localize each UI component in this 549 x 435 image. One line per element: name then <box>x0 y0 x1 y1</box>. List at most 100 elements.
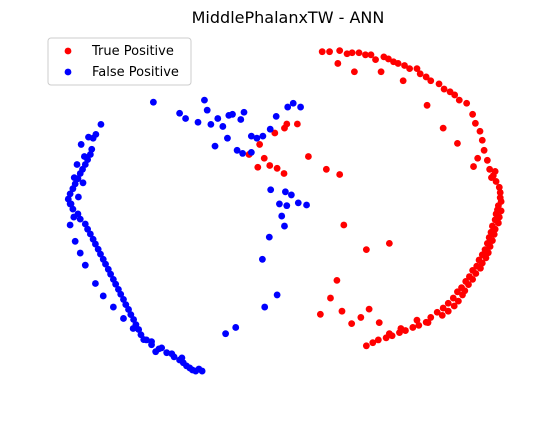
false-positive-point-88 <box>70 214 77 221</box>
true-positive-point-66 <box>465 281 472 288</box>
false-positive-point-113 <box>282 188 289 195</box>
false-positive-point-82 <box>71 174 78 181</box>
false-positive-point-1 <box>176 110 183 117</box>
true-positive-point-121 <box>454 140 461 147</box>
false-positive-point-0 <box>150 99 157 106</box>
true-positive-point-120 <box>474 155 481 162</box>
true-positive-point-127 <box>334 60 341 67</box>
true-positive-point-0 <box>319 48 326 55</box>
true-positive-point-114 <box>274 165 281 172</box>
true-positive-point-110 <box>294 121 301 128</box>
false-positive-point-103 <box>261 304 268 311</box>
true-positive-point-111 <box>256 141 263 148</box>
true-positive-point-123 <box>424 102 431 109</box>
true-positive-point-109 <box>283 121 290 128</box>
false-positive-point-92 <box>82 262 89 269</box>
false-positive-point-89 <box>67 222 74 229</box>
true-positive-point-106 <box>254 164 261 171</box>
true-positive-point-95 <box>366 306 373 313</box>
true-positive-point-93 <box>348 320 355 327</box>
false-positive-point-118 <box>224 135 231 142</box>
true-positive-point-128 <box>492 168 499 175</box>
true-positive-point-96 <box>376 319 383 326</box>
true-positive-point-8 <box>372 56 379 63</box>
false-positive-point-108 <box>278 213 285 220</box>
false-positive-point-115 <box>248 149 255 156</box>
true-positive-point-101 <box>334 277 341 284</box>
false-positive-point-7 <box>214 115 221 122</box>
true-positive-point-116 <box>305 153 312 160</box>
true-positive-point-97 <box>386 330 393 337</box>
false-positive-point-12 <box>241 109 248 116</box>
false-positive-point-78 <box>158 344 165 351</box>
false-positive-point-80 <box>80 179 87 186</box>
true-positive-point-98 <box>397 325 404 332</box>
true-positive-point-26 <box>472 120 479 127</box>
true-positive-point-94 <box>357 314 364 321</box>
true-positive-point-89 <box>363 342 370 349</box>
true-positive-point-73 <box>445 300 452 307</box>
false-positive-point-97 <box>130 325 137 332</box>
true-positive-point-24 <box>463 100 470 107</box>
false-positive-point-83 <box>68 201 75 208</box>
true-positive-point-102 <box>340 222 347 229</box>
false-positive-point-93 <box>92 280 99 287</box>
true-positive-point-118 <box>336 171 343 178</box>
false-positive-point-87 <box>85 134 92 141</box>
false-positive-point-94 <box>100 293 107 300</box>
true-positive-point-74 <box>451 303 458 310</box>
true-positive-point-30 <box>484 157 491 164</box>
false-positive-point-102 <box>274 292 281 299</box>
true-positive-point-70 <box>459 292 466 299</box>
false-positive-point-19 <box>290 100 297 107</box>
true-positive-point-19 <box>436 80 443 87</box>
true-positive-point-2 <box>336 47 343 54</box>
true-positive-point-14 <box>406 65 413 72</box>
true-positive-point-1 <box>326 48 333 55</box>
true-positive-point-5 <box>356 49 363 56</box>
false-positive-point-81 <box>75 194 82 201</box>
true-positive-point-23 <box>456 97 463 104</box>
false-positive-point-17 <box>273 113 280 120</box>
false-positive-point-8 <box>219 123 226 130</box>
false-positive-point-85 <box>81 153 88 160</box>
true-positive-point-113 <box>266 162 273 169</box>
false-positive-point-105 <box>232 324 239 331</box>
false-positive-point-114 <box>267 186 274 193</box>
legend-label-false-positive: False Positive <box>92 65 179 80</box>
true-positive-point-112 <box>261 155 268 162</box>
false-positive-point-39 <box>77 216 84 223</box>
false-positive-point-15 <box>259 133 266 140</box>
true-positive-point-4 <box>349 49 356 56</box>
true-positive-point-129 <box>488 174 495 181</box>
false-positive-point-95 <box>110 304 117 311</box>
false-positive-point-76 <box>179 355 186 362</box>
true-positive-point-62 <box>472 270 479 277</box>
false-positive-point-90 <box>72 238 79 245</box>
true-positive-point-103 <box>363 246 370 253</box>
true-positive-point-91 <box>327 295 334 302</box>
false-positive-point-107 <box>283 202 290 209</box>
true-positive-point-78 <box>439 312 446 319</box>
false-positive-point-11 <box>237 116 244 123</box>
false-positive-point-91 <box>77 250 84 257</box>
false-positive-point-2 <box>182 115 189 122</box>
chart-title: MiddlePhalanxTW - ANN <box>192 8 385 27</box>
true-positive-point-20 <box>441 86 448 93</box>
false-positive-point-100 <box>259 256 266 263</box>
false-positive-point-18 <box>284 104 291 111</box>
false-positive-point-98 <box>143 337 150 344</box>
false-positive-point-5 <box>204 107 211 114</box>
legend-marker-false-positive <box>65 69 72 76</box>
false-positive-point-14 <box>253 135 260 142</box>
true-positive-point-124 <box>400 77 407 84</box>
true-positive-point-16 <box>417 70 424 77</box>
true-positive-point-126 <box>351 68 358 75</box>
false-positive-point-99 <box>152 348 159 355</box>
false-positive-point-112 <box>303 202 310 209</box>
false-positive-point-86 <box>78 141 85 148</box>
false-positive-point-16 <box>267 126 274 133</box>
false-positive-point-6 <box>207 121 214 128</box>
true-positive-point-82 <box>409 324 416 331</box>
